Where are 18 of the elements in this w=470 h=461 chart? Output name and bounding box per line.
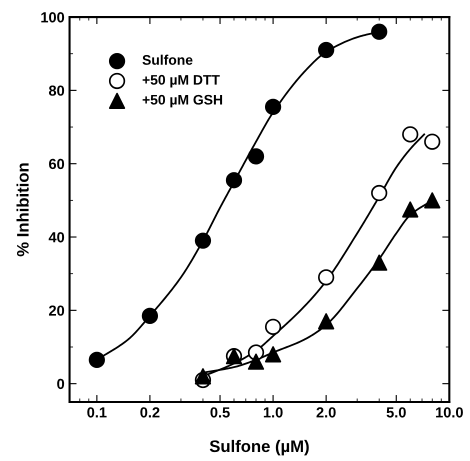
- y-tick-label: 60: [49, 158, 64, 170]
- x-tick-label: 1.0: [264, 407, 283, 418]
- x-tick-label: 10.0: [436, 407, 463, 418]
- x-tick-label: 0.2: [140, 407, 160, 418]
- x-axis-title: Sulfone (µM): [210, 440, 309, 456]
- x-tick-label: 0.5: [210, 407, 230, 418]
- y-tick-label: 100: [41, 12, 64, 22]
- y-axis-title: % Inhibition: [16, 163, 29, 256]
- legend-label: Sulfone: [142, 54, 193, 65]
- legend-label: +50 µM DTT: [142, 74, 220, 88]
- x-tick-label: 5.0: [386, 407, 406, 418]
- legend-label: +50 µM GSH: [142, 94, 222, 108]
- x-tick-label: 0.1: [87, 407, 107, 418]
- y-tick-label: 40: [48, 232, 64, 242]
- x-tick-label: 2.0: [316, 407, 336, 418]
- y-tick-label: 80: [48, 85, 64, 96]
- y-tick-label: 0: [57, 378, 64, 390]
- y-tick-label: 20: [48, 305, 64, 316]
